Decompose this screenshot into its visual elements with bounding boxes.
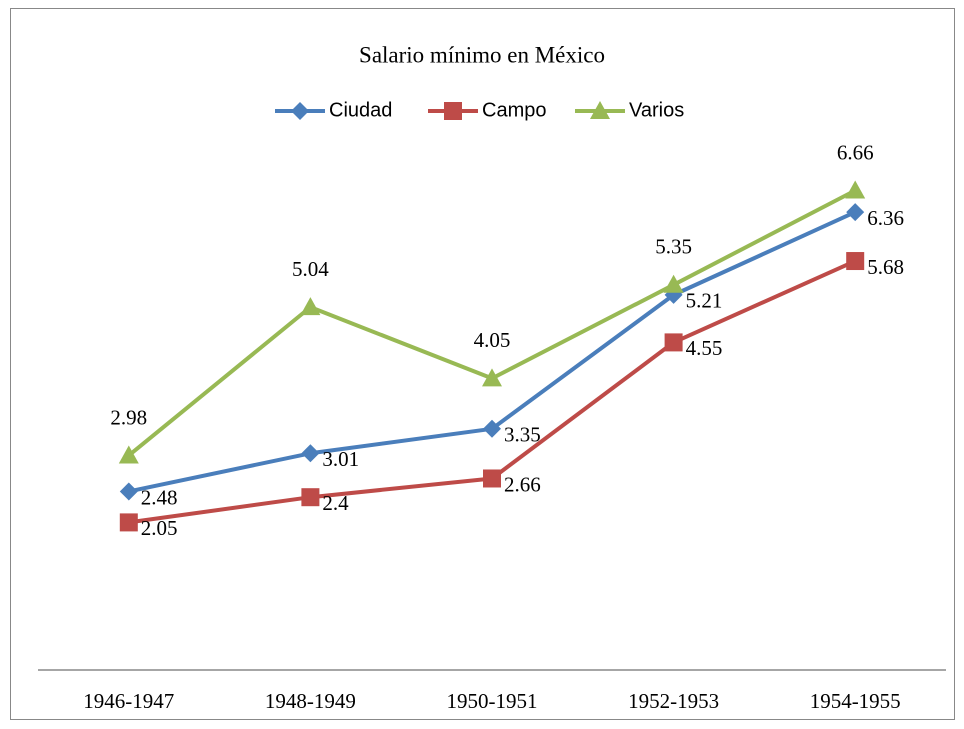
- x-tick-label: 1948-1949: [265, 689, 356, 713]
- marker: [845, 180, 866, 199]
- x-tick-label: 1952-1953: [628, 689, 719, 713]
- marker: [483, 419, 501, 438]
- marker: [664, 333, 683, 352]
- data-label: 5.21: [686, 289, 723, 313]
- data-label: 6.66: [837, 140, 874, 164]
- marker: [444, 102, 462, 120]
- marker: [119, 513, 138, 532]
- marker: [846, 203, 865, 222]
- chart-title: Salario mínimo en México: [359, 42, 605, 67]
- x-tick-label: 1950-1951: [447, 689, 538, 713]
- marker: [846, 252, 865, 271]
- marker: [291, 102, 309, 120]
- data-label: 2.4: [322, 491, 349, 515]
- marker: [663, 274, 684, 293]
- marker: [119, 482, 138, 501]
- data-label: 2.05: [141, 516, 178, 540]
- data-label: 3.01: [322, 447, 359, 471]
- legend-label: Ciudad: [329, 99, 392, 121]
- marker: [301, 488, 320, 507]
- marker: [300, 297, 321, 316]
- data-label: 2.66: [504, 472, 541, 496]
- marker: [301, 444, 320, 463]
- chart-border: [10, 8, 955, 720]
- x-tick-label: 1954-1955: [810, 689, 901, 713]
- x-tick-label: 1946-1947: [83, 689, 174, 713]
- data-label: 3.35: [504, 423, 541, 447]
- marker: [118, 445, 139, 464]
- data-label: 4.05: [474, 328, 511, 352]
- data-label: 5.04: [292, 257, 329, 281]
- data-label: 2.98: [110, 405, 147, 429]
- marker: [483, 469, 501, 488]
- legend-label: Campo: [482, 99, 546, 121]
- marker: [590, 101, 610, 119]
- data-label: 5.68: [867, 255, 904, 279]
- data-label: 6.36: [867, 206, 904, 230]
- data-label: 4.55: [686, 336, 723, 360]
- data-label: 2.48: [141, 485, 178, 509]
- legend-label: Varios: [629, 99, 684, 121]
- marker: [482, 368, 502, 387]
- data-label: 5.35: [655, 235, 692, 259]
